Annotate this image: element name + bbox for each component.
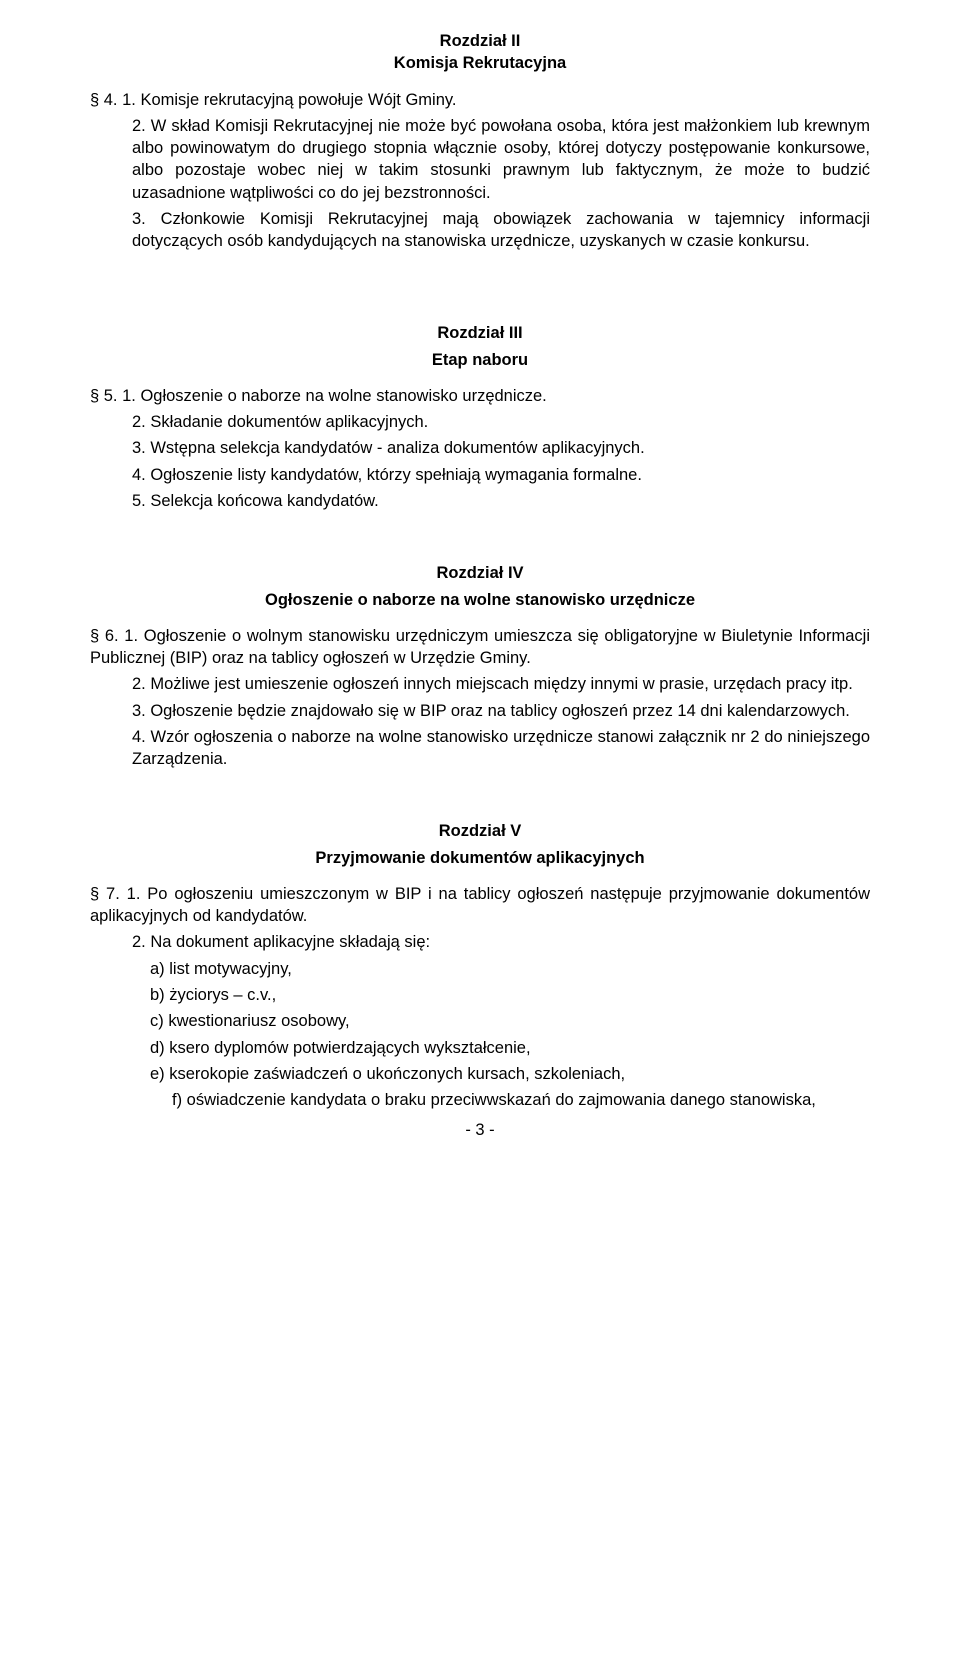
paragraph-6-1: § 6. 1. Ogłoszenie o wolnym stanowisku u…	[90, 625, 870, 670]
paragraph-4-3: 3. Członkowie Komisji Rekrutacyjnej mają…	[90, 208, 870, 253]
chapter3-subheading: Etap naboru	[90, 349, 870, 371]
paragraph-7-1: § 7. 1. Po ogłoszeniu umieszczonym w BIP…	[90, 883, 870, 928]
chapter4-heading: Rozdział IV	[90, 562, 870, 584]
paragraph-5-1: § 5. 1. Ogłoszenie o naborze na wolne st…	[90, 385, 870, 407]
chapter5-subheading: Przyjmowanie dokumentów aplikacyjnych	[90, 847, 870, 869]
chapter4-subheading: Ogłoszenie o naborze na wolne stanowisko…	[90, 589, 870, 611]
page-number: - 3 -	[90, 1119, 870, 1141]
paragraph-6-2: 2. Możliwe jest umieszenie ogłoszeń inny…	[90, 673, 870, 695]
paragraph-5-3: 3. Wstępna selekcja kandydatów - analiza…	[90, 437, 870, 459]
chapter3-heading: Rozdział III	[90, 322, 870, 344]
document-page: Rozdział II Komisja Rekrutacyjna § 4. 1.…	[0, 0, 960, 1172]
paragraph-4-2: 2. W skład Komisji Rekrutacyjnej nie moż…	[90, 115, 870, 204]
paragraph-7-2b: b) życiorys – c.v.,	[90, 984, 870, 1006]
paragraph-5-2: 2. Składanie dokumentów aplikacyjnych.	[90, 411, 870, 433]
paragraph-7-2d: d) ksero dyplomów potwierdzających wyksz…	[90, 1037, 870, 1059]
chapter5-heading: Rozdział V	[90, 820, 870, 842]
paragraph-7-2: 2. Na dokument aplikacyjne składają się:	[90, 931, 870, 953]
paragraph-7-2e: e) kserokopie zaświadczeń o ukończonych …	[90, 1063, 870, 1085]
paragraph-6-3: 3. Ogłoszenie będzie znajdowało się w BI…	[90, 700, 870, 722]
paragraph-5-4: 4. Ogłoszenie listy kandydatów, którzy s…	[90, 464, 870, 486]
chapter2-subheading: Komisja Rekrutacyjna	[90, 52, 870, 74]
paragraph-7-2f: f) oświadczenie kandydata o braku przeci…	[90, 1089, 870, 1111]
paragraph-5-5: 5. Selekcja końcowa kandydatów.	[90, 490, 870, 512]
chapter2-heading: Rozdział II	[90, 30, 870, 52]
paragraph-7-2c: c) kwestionariusz osobowy,	[90, 1010, 870, 1032]
paragraph-7-2a: a) list motywacyjny,	[90, 958, 870, 980]
paragraph-6-4: 4. Wzór ogłoszenia o naborze na wolne st…	[90, 726, 870, 771]
paragraph-4-1: § 4. 1. Komisje rekrutacyjną powołuje Wó…	[90, 89, 870, 111]
